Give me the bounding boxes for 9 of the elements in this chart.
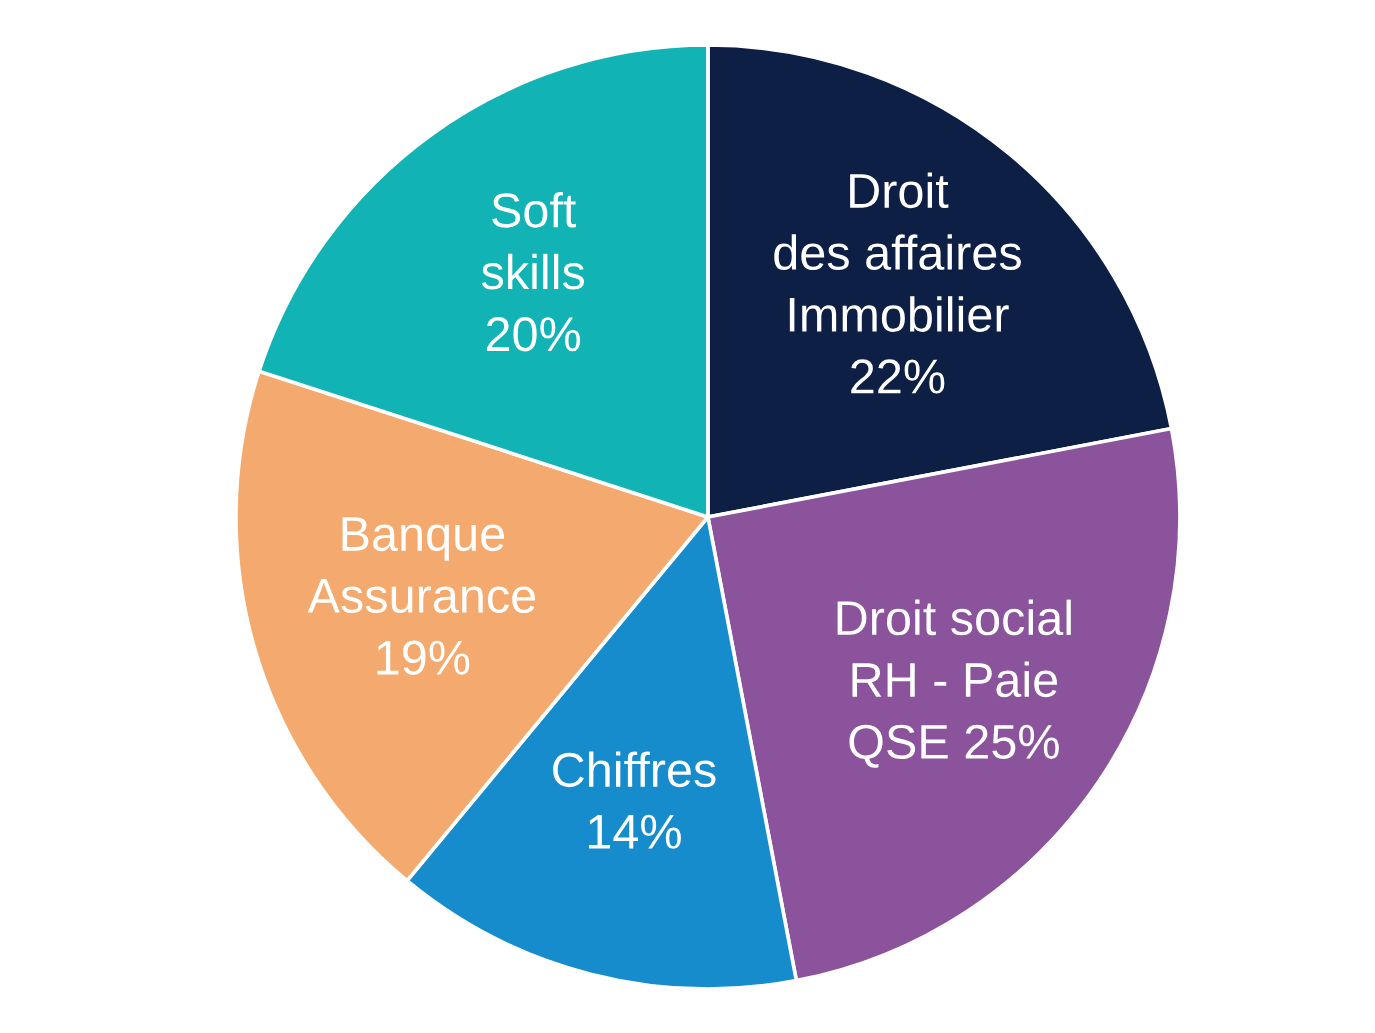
slice-label: Soft skills xyxy=(481,191,585,290)
slice-label: Droit social RH - Paie QSE 25% xyxy=(837,599,1071,768)
slice-label: Droit des affaires Immobilier xyxy=(774,172,1021,332)
data-label: 19% xyxy=(377,640,470,675)
slice-label: Chiffres xyxy=(553,751,716,788)
data-label: 20% xyxy=(486,316,581,352)
data-label: 22% xyxy=(851,359,945,394)
data-label: 14% xyxy=(589,814,681,849)
slice-label: Banque Assurance xyxy=(307,517,536,614)
